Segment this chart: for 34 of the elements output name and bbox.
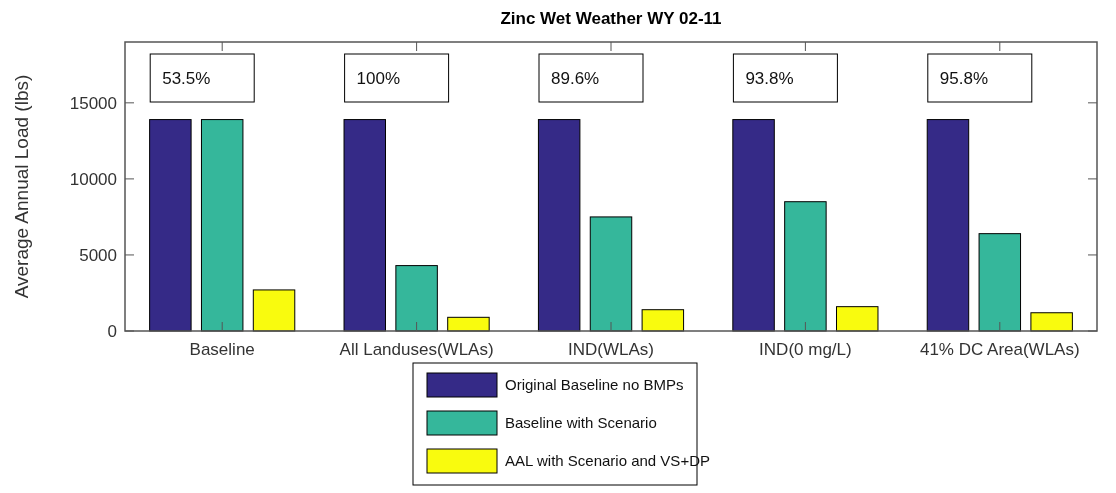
bar — [836, 306, 879, 332]
x-tick-label: All Landuses(WLAs) — [339, 340, 494, 359]
y-tick-label: 0 — [107, 321, 117, 341]
bar — [149, 119, 192, 332]
bar — [447, 316, 490, 332]
bar — [784, 201, 827, 332]
x-tick-label: Baseline — [189, 340, 255, 359]
x-tick-label: 41% DC Area(WLAs) — [919, 340, 1080, 359]
bar — [343, 119, 386, 332]
y-tick-label: 10000 — [69, 169, 117, 189]
x-tick-label: IND(0 mg/L) — [759, 340, 852, 359]
annotation: 53.5% — [162, 68, 211, 88]
bar — [395, 265, 438, 332]
y-axis-title: Average Annual Load (lbs) — [11, 74, 32, 299]
bar — [641, 309, 685, 332]
bar — [200, 119, 244, 332]
annotation: 89.6% — [551, 68, 600, 88]
y-tick-label: 5000 — [79, 245, 117, 265]
bar — [926, 119, 970, 332]
bar — [252, 289, 296, 332]
annotation: 93.8% — [745, 68, 794, 88]
bar — [589, 216, 633, 332]
legend-label: Original Baseline no BMPs — [505, 376, 684, 394]
bar — [537, 119, 581, 332]
chart-title: Zinc Wet Weather WY 02-11 — [500, 9, 722, 28]
bar — [732, 119, 775, 332]
legend-label: Baseline with Scenario — [505, 414, 657, 432]
bar — [978, 233, 1022, 332]
x-tick-label: IND(WLAs) — [568, 340, 654, 359]
y-tick-label: 15000 — [69, 93, 117, 113]
annotation: 100% — [356, 68, 401, 88]
annotation: 95.8% — [939, 68, 988, 88]
legend-label: AAL with Scenario and VS+DP — [505, 452, 710, 470]
bar — [1030, 312, 1073, 332]
